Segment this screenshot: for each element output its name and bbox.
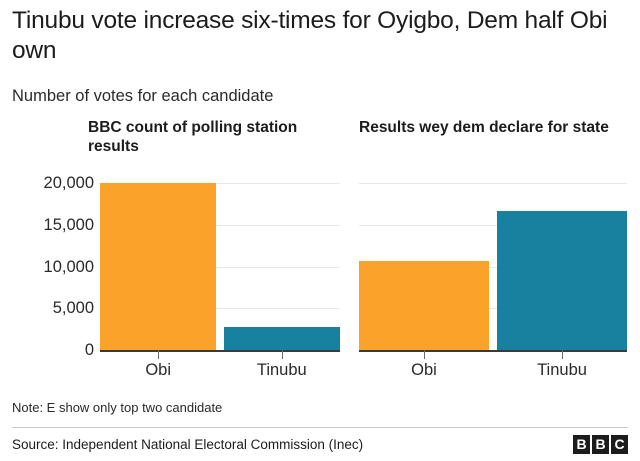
page-title: Tinubu vote increase six-times for Oyigb…: [12, 7, 608, 64]
chart-panel-bbc-count: BBC count of polling station results 20,…: [12, 118, 340, 396]
bar-tinubu-declared[interactable]: [497, 211, 627, 350]
plot-area-left: [100, 183, 340, 352]
x-tick-obi-right: [424, 350, 425, 359]
bbc-logo-letter-3: C: [611, 435, 628, 454]
x-tick-marks-left: [100, 350, 340, 360]
bar-obi-bbc-count[interactable]: [100, 183, 217, 350]
bar-slot-obi-right: [359, 183, 489, 350]
x-label-tinubu-right: Tinubu: [537, 361, 587, 379]
bar-tinubu-bbc-count[interactable]: [223, 327, 340, 350]
gridline-5000: [100, 308, 340, 310]
gridline-20000: [100, 183, 340, 184]
y-tick-label-10000: 10,000: [43, 257, 94, 276]
chart-source: Source: Independent National Electoral C…: [12, 437, 364, 452]
bbc-logo-letter-1: B: [573, 435, 590, 454]
x-label-obi-right: Obi: [411, 361, 437, 379]
chart-panel-declared-results: Results wey dem declare for state: [355, 118, 627, 396]
bar-slot-tinubu-right: [497, 183, 627, 350]
x-axis-labels-left: Obi Tinubu: [100, 360, 340, 380]
gridline-10000: [100, 266, 340, 268]
y-tick-label-5000: 5,000: [52, 299, 94, 318]
y-tick-label-20000: 20,000: [43, 174, 94, 192]
x-axis-baseline-right: [359, 350, 627, 352]
x-tick-tinubu-right: [562, 350, 563, 359]
bbc-logo: B B C: [573, 435, 628, 454]
footer-divider: [12, 427, 628, 428]
panel-title-left: BBC count of polling station results: [88, 119, 298, 155]
x-tick-obi: [158, 350, 159, 359]
bar-slot-tinubu: [223, 183, 340, 350]
y-tick-label-0: 0: [84, 341, 94, 359]
gridline-15000-right: [359, 224, 627, 226]
page-subtitle: Number of votes for each candidate: [12, 87, 274, 105]
y-tick-label-15000: 15,000: [43, 215, 94, 234]
bbc-logo-letter-2: B: [592, 435, 609, 454]
panel-title-right: Results wey dem declare for state: [359, 119, 609, 136]
plot-area-right: [359, 183, 627, 352]
x-axis-baseline-left: [100, 350, 340, 352]
chart-note: Note: E show only top two candidate: [12, 400, 223, 415]
bar-obi-declared[interactable]: [359, 260, 489, 350]
bar-group-left: [100, 183, 340, 350]
x-tick-tinubu: [282, 350, 283, 359]
x-label-obi-left: Obi: [145, 361, 172, 379]
x-label-tinubu-left: Tinubu: [256, 361, 307, 379]
gridline-5000-right: [359, 308, 627, 310]
y-axis-labels: 20,000 15,000 10,000 5,000 0: [12, 175, 94, 359]
x-tick-marks-right: [359, 350, 627, 360]
gridline-10000-right: [359, 266, 627, 268]
x-axis-labels-right: Obi Tinubu: [359, 360, 627, 380]
bar-group-right: [359, 183, 627, 350]
gridline-15000: [100, 224, 340, 226]
gridline-20000-right: [359, 183, 627, 184]
bar-slot-obi: [100, 183, 217, 350]
chart-panels: BBC count of polling station results 20,…: [0, 118, 640, 396]
